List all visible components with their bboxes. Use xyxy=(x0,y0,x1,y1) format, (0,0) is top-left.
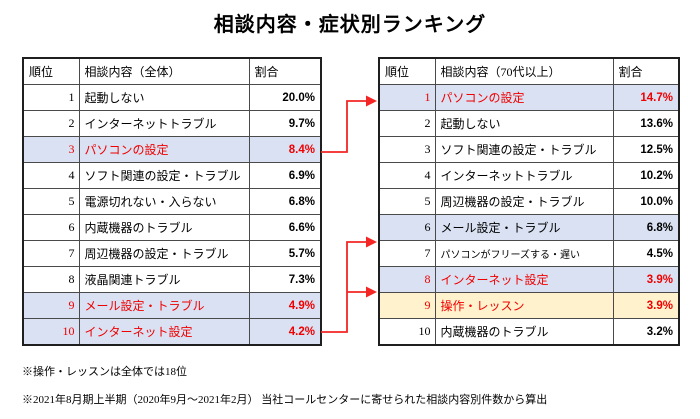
rate-cell: 13.6% xyxy=(612,110,680,137)
table-header-row: 順位 相談内容（70代以上） 割合 xyxy=(378,57,680,85)
arrowhead-icon xyxy=(366,286,377,298)
rate-cell: 3.9% xyxy=(612,292,680,319)
content-cell: 操作・レッスン xyxy=(434,292,614,319)
table-row: 10 内蔵機器のトラブル 3.2% xyxy=(378,318,680,346)
rate-cell: 6.6% xyxy=(248,214,322,241)
rate-cell: 8.4% xyxy=(248,136,322,163)
arrow-pasokon-settei xyxy=(321,100,368,153)
footnote: ※2021年8月期上半期（2020年9月～2021年2月） 当社コールセンターに… xyxy=(22,394,548,406)
rate-cell: 3.9% xyxy=(612,266,680,293)
rank-cell: 2 xyxy=(378,110,436,137)
content-cell: パソコンの設定 xyxy=(434,84,614,111)
content-cell: パソコンの設定 xyxy=(78,136,250,163)
rank-cell: 6 xyxy=(22,214,80,241)
arrowhead-icon xyxy=(366,95,377,107)
footnote: ※操作・レッスンは全体では18位 xyxy=(22,366,187,378)
rank-cell: 5 xyxy=(22,188,80,215)
content-column-header: 相談内容（全体） xyxy=(78,57,250,85)
rank-cell: 3 xyxy=(378,136,436,163)
rank-cell: 7 xyxy=(22,240,80,267)
rank-cell: 9 xyxy=(378,292,436,319)
rate-cell: 20.0% xyxy=(248,84,322,111)
rank-cell: 1 xyxy=(378,84,436,111)
rank-cell: 4 xyxy=(378,162,436,189)
content-cell: 内蔵機器のトラブル xyxy=(78,214,250,241)
content-cell: ソフト関連の設定・トラブル xyxy=(434,136,614,163)
rate-column-header: 割合 xyxy=(248,57,322,85)
table-row: 4 インターネットトラブル 10.2% xyxy=(378,162,680,189)
overall-ranking-table: 順位 相談内容（全体） 割合 1 起動しない 20.0% 2 インターネットトラ… xyxy=(22,57,322,346)
seniors-ranking-table: 順位 相談内容（70代以上） 割合 1 パソコンの設定 14.7% 2 起動しな… xyxy=(378,57,680,346)
table-row: 1 起動しない 20.0% xyxy=(22,84,322,111)
content-cell: インターネット設定 xyxy=(434,266,614,293)
table-row: 4 ソフト関連の設定・トラブル 6.9% xyxy=(22,162,322,189)
rate-cell: 9.7% xyxy=(248,110,322,137)
table-row: 3 ソフト関連の設定・トラブル 12.5% xyxy=(378,136,680,163)
arrowhead-icon xyxy=(366,236,377,248)
table-row: 8 液晶関連トラブル 7.3% xyxy=(22,266,322,293)
rank-cell: 4 xyxy=(22,162,80,189)
rank-cell: 2 xyxy=(22,110,80,137)
table-header-row: 順位 相談内容（全体） 割合 xyxy=(22,57,322,85)
rate-cell: 4.5% xyxy=(612,240,680,267)
content-cell: 周辺機器の設定・トラブル xyxy=(434,188,614,215)
rank-column-header: 順位 xyxy=(22,57,80,85)
rate-cell: 14.7% xyxy=(612,84,680,111)
content-cell: メール設定・トラブル xyxy=(78,292,250,319)
table-row-highlighted: 3 パソコンの設定 8.4% xyxy=(22,136,322,163)
arrow-mail-settei xyxy=(321,241,368,333)
rank-cell: 6 xyxy=(378,214,436,241)
table-row: 7 周辺機器の設定・トラブル 5.7% xyxy=(22,240,322,267)
table-row: 6 内蔵機器のトラブル 6.6% xyxy=(22,214,322,241)
table-row: 5 電源切れない・入らない 6.8% xyxy=(22,188,322,215)
content-cell: 起動しない xyxy=(78,84,250,111)
content-cell: パソコンがフリーズする・遅い xyxy=(434,240,614,267)
table-row-highlighted: 1 パソコンの設定 14.7% xyxy=(378,84,680,111)
content-cell: ソフト関連の設定・トラブル xyxy=(78,162,250,189)
content-column-header: 相談内容（70代以上） xyxy=(434,57,614,85)
rate-cell: 7.3% xyxy=(248,266,322,293)
rate-cell: 3.2% xyxy=(612,318,680,346)
rate-cell: 10.2% xyxy=(612,162,680,189)
content-cell: 内蔵機器のトラブル xyxy=(434,318,614,346)
rank-cell: 9 xyxy=(22,292,80,319)
content-cell: インターネット設定 xyxy=(78,318,250,346)
table-row-highlighted: 9 メール設定・トラブル 4.9% xyxy=(22,292,322,319)
content-cell: メール設定・トラブル xyxy=(434,214,614,241)
content-cell: インターネットトラブル xyxy=(434,162,614,189)
rank-cell: 8 xyxy=(378,266,436,293)
rate-cell: 4.2% xyxy=(248,318,322,346)
rate-cell: 5.7% xyxy=(248,240,322,267)
rank-cell: 1 xyxy=(22,84,80,111)
rate-cell: 6.9% xyxy=(248,162,322,189)
content-cell: インターネットトラブル xyxy=(78,110,250,137)
rate-cell: 6.8% xyxy=(612,214,680,241)
table-row-highlighted: 10 インターネット設定 4.2% xyxy=(22,318,322,346)
content-cell: 周辺機器の設定・トラブル xyxy=(78,240,250,267)
content-cell: 起動しない xyxy=(434,110,614,137)
table-row: 2 起動しない 13.6% xyxy=(378,110,680,137)
rate-cell: 10.0% xyxy=(612,188,680,215)
page-title: 相談内容・症状別ランキング xyxy=(213,14,487,36)
rate-cell: 12.5% xyxy=(612,136,680,163)
rate-column-header: 割合 xyxy=(612,57,680,85)
rank-cell: 10 xyxy=(378,318,436,346)
rate-cell: 6.8% xyxy=(248,188,322,215)
rank-cell: 5 xyxy=(378,188,436,215)
table-row: 7 パソコンがフリーズする・遅い 4.5% xyxy=(378,240,680,267)
table-row: 2 インターネットトラブル 9.7% xyxy=(22,110,322,137)
rank-cell: 10 xyxy=(22,318,80,346)
rate-cell: 4.9% xyxy=(248,292,322,319)
rank-cell: 3 xyxy=(22,136,80,163)
rank-column-header: 順位 xyxy=(378,57,436,85)
rank-cell: 8 xyxy=(22,266,80,293)
table-row-highlighted: 8 インターネット設定 3.9% xyxy=(378,266,680,293)
content-cell: 電源切れない・入らない xyxy=(78,188,250,215)
rank-cell: 7 xyxy=(378,240,436,267)
table-row: 5 周辺機器の設定・トラブル 10.0% xyxy=(378,188,680,215)
table-row-highlighted: 9 操作・レッスン 3.9% xyxy=(378,292,680,319)
table-row-highlighted: 6 メール設定・トラブル 6.8% xyxy=(378,214,680,241)
content-cell: 液晶関連トラブル xyxy=(78,266,250,293)
